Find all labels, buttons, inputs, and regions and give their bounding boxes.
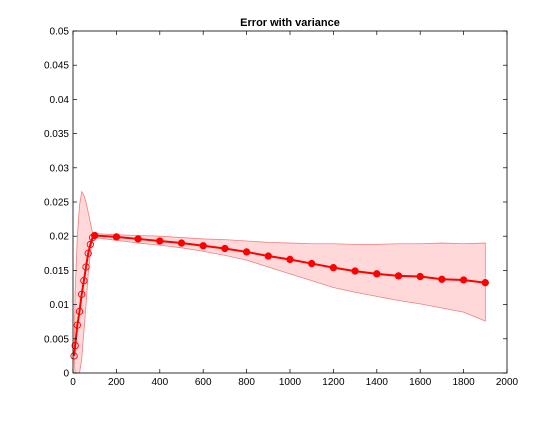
y-tick-label: 0.015 (44, 266, 69, 277)
data-point (242, 248, 251, 256)
data-point (329, 264, 338, 272)
x-tick-label: 0 (70, 377, 76, 388)
chart-title: Error with variance (240, 17, 340, 29)
data-point (177, 239, 186, 247)
y-tick-label: 0.035 (44, 129, 69, 140)
x-tick-label: 600 (195, 377, 212, 388)
data-point (394, 272, 403, 280)
data-point (156, 237, 164, 245)
x-tick-label: 1600 (409, 377, 432, 388)
data-point (416, 272, 424, 281)
data-point (112, 233, 121, 241)
data-point (438, 275, 446, 283)
x-axis: 0 200 400 600 800 1000 1200 1400 1600 1800 2000 (70, 31, 519, 388)
x-tick-label: 1000 (279, 377, 302, 388)
y-tick-label: 0.04 (50, 95, 70, 106)
data-point (264, 252, 272, 260)
series-markers-layer (70, 231, 489, 360)
y-tick-label: 0.025 (44, 198, 69, 209)
y-axis: 0 0.005 0.01 0.015 0.02 0.025 0.03 0.035 0.04 0.0… (44, 27, 507, 380)
data-point (134, 235, 142, 243)
data-point (351, 267, 359, 275)
x-tick-label: 1800 (452, 377, 475, 388)
data-point (373, 270, 381, 278)
y-tick-label: 0.03 (50, 163, 70, 174)
data-point (70, 352, 78, 360)
x-tick-label: 2000 (496, 377, 519, 388)
data-point (91, 231, 99, 240)
y-tick-label: 0.045 (44, 61, 69, 72)
x-tick-label: 400 (151, 377, 168, 388)
data-point (86, 240, 95, 249)
data-point (80, 277, 88, 285)
data-point (286, 255, 294, 264)
x-tick-label: 1200 (322, 377, 345, 388)
data-point (199, 242, 207, 250)
data-point (78, 290, 86, 298)
data-point (84, 249, 92, 257)
x-tick-label: 800 (238, 377, 255, 388)
data-point (481, 279, 489, 287)
data-point (459, 276, 468, 284)
data-point (221, 244, 229, 253)
y-tick-label: 0.01 (50, 300, 70, 311)
data-point (308, 259, 316, 268)
y-tick-label: 0.05 (50, 27, 70, 38)
y-tick-label: 0.02 (50, 232, 70, 243)
data-point (82, 263, 90, 271)
x-tick-label: 1400 (366, 377, 389, 388)
y-tick-label: 0 (63, 369, 69, 380)
y-tick-label: 0.005 (44, 334, 69, 345)
data-point (71, 341, 79, 350)
x-tick-label: 200 (108, 377, 125, 388)
data-point (75, 307, 84, 316)
data-point (73, 321, 81, 329)
